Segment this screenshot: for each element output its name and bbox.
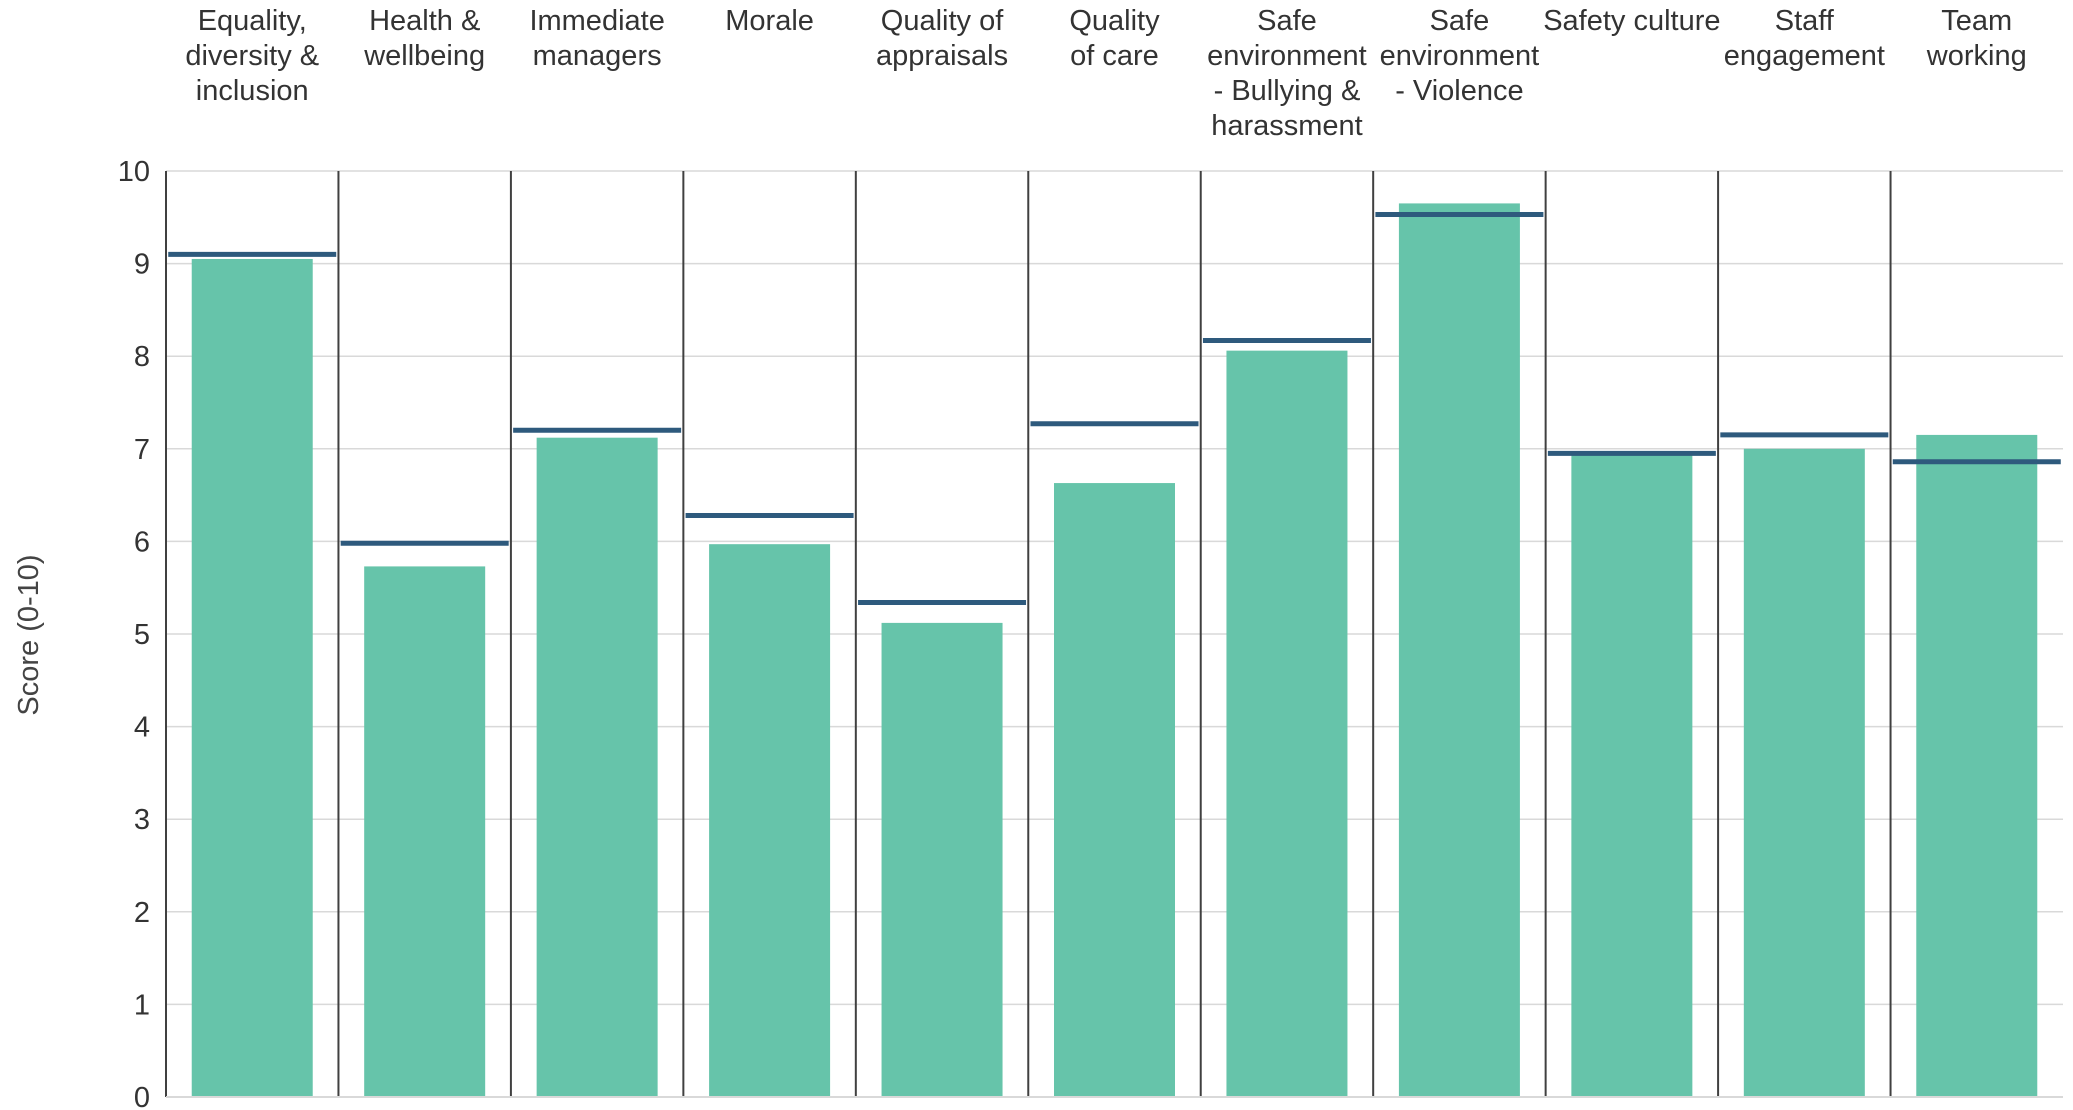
category-label-line: environment bbox=[1380, 40, 1540, 72]
y-tick-label: 1 bbox=[134, 989, 150, 1021]
category-label-line: - Bullying & bbox=[1214, 75, 1361, 107]
category-label-1: Health & wellbeing bbox=[363, 5, 485, 72]
y-tick-label: 5 bbox=[134, 619, 150, 651]
category-label-line: engagement bbox=[1724, 40, 1885, 72]
category-label-9: Staff engagement bbox=[1724, 5, 1885, 72]
bar-8 bbox=[1571, 454, 1693, 1098]
category-label-0: Equality, diversity & inclusion bbox=[185, 5, 319, 107]
category-label-line: Morale bbox=[725, 5, 814, 37]
bar-0 bbox=[191, 258, 313, 1098]
category-label-8: Safety culture bbox=[1543, 5, 1720, 37]
bar-5 bbox=[1054, 483, 1175, 1097]
category-label-4: Quality of appraisals bbox=[876, 5, 1008, 72]
category-label-line: working bbox=[1926, 40, 2027, 72]
category-label-line: wellbeing bbox=[363, 40, 485, 72]
category-label-line: of care bbox=[1070, 40, 1159, 72]
bar-4 bbox=[881, 622, 1003, 1097]
category-label-line: environment bbox=[1207, 40, 1367, 72]
category-label-line: Immediate bbox=[529, 5, 664, 37]
y-tick-label: 9 bbox=[134, 249, 150, 281]
category-label-line: Quality bbox=[1069, 5, 1160, 37]
bar-1 bbox=[364, 566, 486, 1097]
category-label-line: appraisals bbox=[876, 40, 1008, 72]
category-label-line: Safe bbox=[1257, 5, 1317, 37]
category-label-line: diversity & bbox=[185, 40, 319, 72]
bar-10 bbox=[1916, 434, 2038, 1097]
category-label-line: Equality, bbox=[198, 5, 307, 37]
category-label-5: Quality of care bbox=[1069, 5, 1160, 72]
category-label-10: Team working bbox=[1926, 5, 2027, 72]
category-labels: Equality, diversity & inclusion Health & wel… bbox=[185, 5, 2026, 142]
category-label-line: harassment bbox=[1211, 110, 1363, 142]
y-tick-label: 6 bbox=[134, 526, 150, 558]
category-label-3: Morale bbox=[725, 5, 814, 37]
bar-6 bbox=[1226, 350, 1348, 1097]
category-label-line: inclusion bbox=[196, 75, 309, 107]
category-separators bbox=[165, 171, 2063, 1098]
bar-3 bbox=[709, 544, 831, 1097]
y-tick-label: 4 bbox=[134, 712, 150, 744]
benchmark-markers bbox=[168, 212, 2061, 606]
category-label-line: Team bbox=[1941, 5, 2012, 37]
bars bbox=[191, 203, 2038, 1098]
y-tick-label: 8 bbox=[134, 341, 150, 373]
y-tick-label: 0 bbox=[134, 1082, 150, 1110]
category-label-6: Safe environment - Bullying & harassment bbox=[1207, 5, 1367, 142]
y-axis-title: Score (0-10) bbox=[13, 554, 45, 715]
category-label-7: Safe environment - Violence bbox=[1380, 5, 1540, 107]
bar-9 bbox=[1743, 448, 1865, 1097]
y-axis-ticks: 0 1 2 3 4 5 6 7 8 9 10 bbox=[118, 156, 150, 1110]
category-label-line: Quality of bbox=[881, 5, 1004, 37]
category-label-line: Staff bbox=[1775, 5, 1835, 37]
category-label-line: - Violence bbox=[1395, 75, 1523, 107]
bar-7 bbox=[1398, 203, 1520, 1097]
category-label-line: Safety culture bbox=[1543, 5, 1720, 37]
bar-2 bbox=[536, 437, 658, 1097]
category-label-2: Immediate managers bbox=[529, 5, 664, 72]
y-tick-label: 2 bbox=[134, 897, 150, 929]
category-label-line: managers bbox=[533, 40, 662, 72]
category-label-line: Safe bbox=[1430, 5, 1490, 37]
y-tick-label: 3 bbox=[134, 804, 150, 836]
y-tick-label: 7 bbox=[134, 434, 150, 466]
y-tick-label: 10 bbox=[118, 156, 150, 188]
category-label-line: Health & bbox=[369, 5, 480, 37]
